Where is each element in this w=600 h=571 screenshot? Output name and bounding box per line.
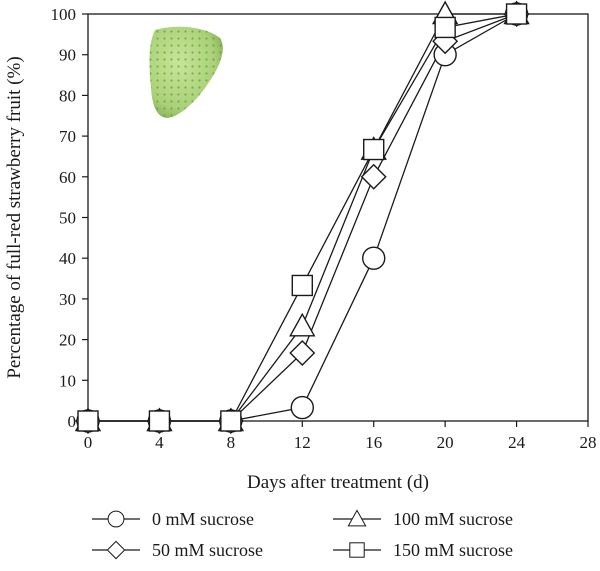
legend: 0 mM sucrose 50 mM sucrose 100 mM sucrose 1… <box>92 509 513 560</box>
legend-label: 50 mM sucrose <box>152 540 263 560</box>
legend-item: 100 mM sucrose <box>333 509 513 529</box>
series-markers-2 <box>74 0 530 432</box>
data-point-diamond <box>289 340 316 367</box>
x-tick-label: 4 <box>155 433 164 452</box>
legend-item: 150 mM sucrose <box>333 540 513 560</box>
series-markers-0 <box>76 2 529 433</box>
plot-area: 0 4 8 12 16 20 24 28 0 10 20 30 40 50 60 70 80 90 100 Days … <box>4 0 597 493</box>
x-tick-label: 20 <box>437 433 454 452</box>
legend-marker-triangle <box>347 509 367 527</box>
data-point-square <box>148 410 171 432</box>
legend-marker-circle <box>107 510 125 528</box>
y-tick-label: 80 <box>59 86 76 105</box>
data-point-square <box>77 410 99 432</box>
legend-marker-diamond <box>106 540 126 560</box>
series-markers-1 <box>75 1 530 434</box>
legend-label: 100 mM sucrose <box>393 509 513 529</box>
y-tick-label: 20 <box>59 331 76 350</box>
y-axis-title: Percentage of full-red strawberry fruit … <box>4 56 25 378</box>
legend-label: 0 mM sucrose <box>152 509 254 529</box>
y-tick-label: 90 <box>59 46 76 65</box>
x-tick-label: 24 <box>508 433 526 452</box>
series-markers-3 <box>77 3 528 432</box>
data-point-square <box>505 3 528 25</box>
data-point-square <box>434 16 456 39</box>
data-point-diamond <box>360 163 387 190</box>
y-tick-label: 50 <box>59 209 76 228</box>
legend-label: 150 mM sucrose <box>393 540 513 560</box>
legend-marker-square <box>349 542 365 558</box>
data-point-square <box>220 410 242 432</box>
x-tick-label: 16 <box>365 433 382 452</box>
x-tick-label: 28 <box>580 433 597 452</box>
y-tick-label: 30 <box>59 290 76 309</box>
x-tick-label: 8 <box>227 433 236 452</box>
data-point-circle <box>290 395 314 420</box>
y-tick-label: 0 <box>68 412 77 431</box>
y-tick-label: 40 <box>59 249 76 268</box>
x-tick-label: 0 <box>84 433 93 452</box>
data-point-square <box>291 274 313 297</box>
legend-item: 0 mM sucrose <box>92 509 254 529</box>
x-axis-title: Days after treatment (d) <box>247 472 429 493</box>
y-tick-label: 10 <box>59 371 76 390</box>
data-point-circle <box>362 246 386 270</box>
data-point-triangle <box>289 312 316 337</box>
y-tick-label: 70 <box>59 127 76 146</box>
y-tick-label: 100 <box>51 5 77 24</box>
y-tick-label: 60 <box>59 168 76 187</box>
green-strawberry-image <box>149 26 223 119</box>
x-tick-label: 12 <box>294 433 311 452</box>
legend-item: 50 mM sucrose <box>92 540 263 560</box>
data-point-square <box>363 138 385 161</box>
